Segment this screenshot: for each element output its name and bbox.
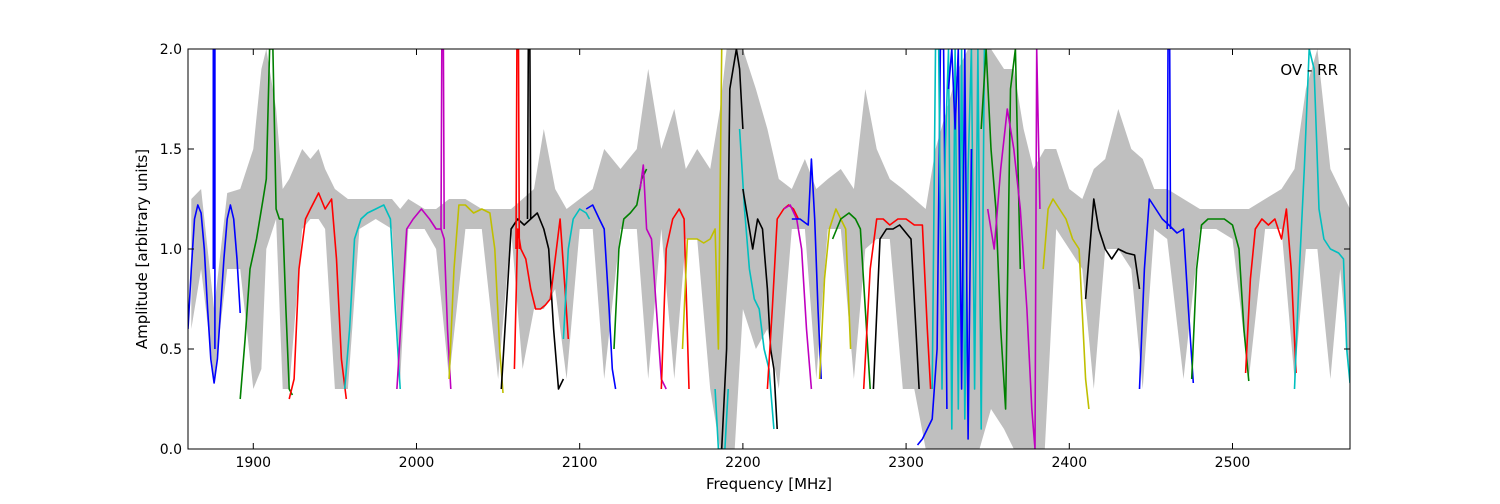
series-line-4 xyxy=(343,204,401,390)
x-tick-label-0: 1900 xyxy=(235,455,271,471)
series-line-7 xyxy=(448,204,504,394)
series-line-38 xyxy=(1190,218,1250,382)
series-line-35 xyxy=(1084,198,1141,300)
x-tick-label-4: 2300 xyxy=(888,455,924,471)
series-line-30 xyxy=(931,49,986,430)
series-line-2 xyxy=(239,49,294,400)
series-line-25 xyxy=(818,208,852,380)
series-line-19 xyxy=(720,49,744,449)
series-line-13 xyxy=(585,204,617,390)
x-axis-label: Frequency [MHz] xyxy=(706,475,832,493)
series-line-0 xyxy=(188,204,241,384)
series-line-8 xyxy=(500,212,565,390)
series-layer xyxy=(188,49,1350,449)
series-line-5 xyxy=(396,208,452,390)
series-line-17 xyxy=(681,49,723,350)
series-line-18 xyxy=(714,388,729,449)
x-tick-label-6: 2500 xyxy=(1215,455,1251,471)
series-line-23 xyxy=(783,204,813,390)
series-line-11 xyxy=(515,49,521,250)
series-line-32 xyxy=(980,49,1022,410)
y-tick-label-3: 1.5 xyxy=(160,142,182,158)
series-line-3 xyxy=(288,192,348,400)
x-tick-label-1: 2000 xyxy=(399,455,435,471)
series-line-26 xyxy=(831,212,871,390)
series-line-6 xyxy=(440,49,446,230)
series-line-34 xyxy=(1042,198,1090,410)
series-line-1 xyxy=(212,49,216,349)
series-line-12 xyxy=(562,208,591,340)
series-line-27 xyxy=(872,224,920,390)
series-line-36 xyxy=(1138,198,1195,390)
series-line-28 xyxy=(862,218,932,390)
series-line-24 xyxy=(791,158,822,380)
series-line-29 xyxy=(916,49,948,446)
x-tick-label-3: 2200 xyxy=(725,455,761,471)
series-line-31 xyxy=(947,49,973,440)
envelope-band xyxy=(191,49,1350,449)
series-line-37 xyxy=(1166,49,1172,230)
ticks-layer: 1900 2000 2100 2200 2300 2400 2500 0.0 0.5 1.0 1.5… xyxy=(160,42,1350,471)
chart-annotation: OV - RR xyxy=(1280,61,1338,79)
y-tick-label-2: 1.0 xyxy=(160,242,182,258)
envelope-layer xyxy=(191,49,1350,449)
y-tick-label-1: 0.5 xyxy=(160,342,182,358)
series-line-40 xyxy=(1293,49,1350,390)
series-line-33 xyxy=(986,49,1041,449)
series-line-39 xyxy=(1244,208,1297,374)
y-tick-label-4: 2.0 xyxy=(160,42,182,58)
series-line-10 xyxy=(513,218,570,370)
series-line-21 xyxy=(742,188,778,430)
x-tick-label-5: 2400 xyxy=(1051,455,1087,471)
x-tick-label-2: 2100 xyxy=(562,455,598,471)
y-tick-label-0: 0.0 xyxy=(160,442,182,458)
y-axis-label: Amplitude [arbitrary units] xyxy=(133,149,151,349)
series-line-16 xyxy=(660,208,690,390)
series-line-9 xyxy=(526,49,532,220)
